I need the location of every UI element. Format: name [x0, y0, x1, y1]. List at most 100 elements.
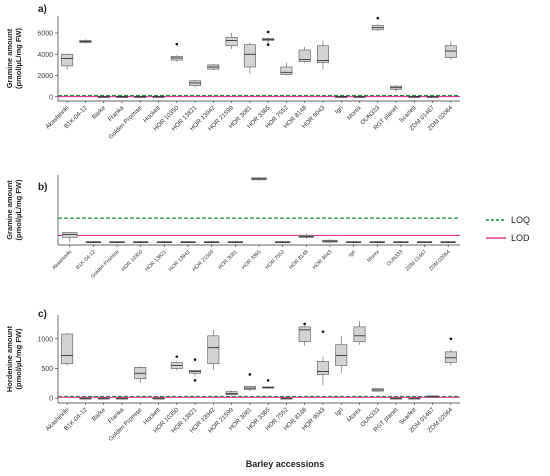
- x-tick-label: HOR 3365: [241, 249, 263, 271]
- box-hor-13821: [189, 358, 202, 382]
- outlier-point: [175, 42, 179, 46]
- box-golden-promise: [134, 96, 147, 98]
- box-morex: [353, 96, 366, 98]
- y-axis-label: Gramine amount: [5, 28, 14, 88]
- box-iqr: [298, 326, 311, 343]
- y-tick-label: 0: [49, 396, 53, 403]
- box-hor-9043: [322, 239, 338, 244]
- x-tick-label: Barke: [91, 406, 108, 423]
- panel-label: c): [38, 309, 47, 320]
- box-hor-3081: [243, 42, 256, 74]
- outlier-point: [376, 16, 380, 20]
- x-tick-label: HOR 13942: [168, 249, 192, 273]
- box-zdm-01467: [426, 395, 439, 398]
- box-iqr: [207, 335, 220, 365]
- x-tick-label: B1K-04-12: [75, 249, 97, 271]
- x-tick-label: Akashinriki: [51, 249, 73, 271]
- box-b1k-04-12: [85, 241, 102, 244]
- box-zdm-02064: [440, 241, 456, 244]
- outlier-point: [193, 379, 197, 382]
- box-zdm-01467: [416, 241, 433, 244]
- y-axis-label: Hordenine amount: [5, 325, 14, 392]
- box-scarlett: [408, 96, 421, 98]
- box-iqr: [61, 53, 74, 67]
- outlier-point: [321, 330, 325, 333]
- y-axis-label: (pmol/µL/mg FW): [14, 28, 23, 89]
- box-igri: [335, 96, 348, 98]
- x-tick-label: Igri: [334, 406, 345, 417]
- box-hor-13821: [189, 79, 202, 88]
- x-tick-label: Igri: [348, 249, 357, 258]
- outlier-point: [303, 322, 306, 326]
- box-hor-3365: [251, 176, 267, 181]
- outlier-point: [449, 337, 453, 341]
- box-hor-3081: [227, 241, 243, 244]
- box-hor-21599: [225, 390, 238, 396]
- box-hor-3365: [262, 379, 275, 389]
- outlier-point: [266, 43, 270, 46]
- box-hor-10350: [133, 241, 149, 244]
- y-tick-label: 0: [49, 94, 53, 101]
- x-tick-label: HOR 3081: [217, 249, 239, 271]
- box-barke: [97, 96, 110, 98]
- x-tick-label: ZDM 02064: [428, 249, 451, 272]
- box-morex: [369, 241, 385, 244]
- box-hor-13942: [207, 63, 220, 71]
- box-iqr: [62, 232, 78, 238]
- panel-label: b): [38, 182, 47, 193]
- box-hor-8148: [298, 233, 314, 239]
- panel-b: b) Gramine amount (pmol/µL/mg FW) Akashinri…: [5, 175, 460, 280]
- x-tick-label: OUN333: [386, 249, 405, 268]
- panel-a: a) Gramine amount (pmol/µL/mg FW) 0 2000 4000…: [5, 4, 460, 141]
- box-hor-9043: [316, 330, 329, 386]
- box-iqr: [225, 36, 238, 47]
- legend-loq-label: LOQ: [511, 215, 530, 225]
- x-tick-label: Barke: [91, 104, 108, 121]
- box-iqr: [444, 45, 457, 58]
- box-franka: [115, 96, 128, 98]
- legend-lod-label: LOD: [511, 233, 530, 243]
- box-zdm-01467: [426, 96, 439, 98]
- box-akashinriki: [61, 332, 74, 366]
- outlier-point: [175, 355, 179, 358]
- x-tick-label: HOR 8148: [288, 249, 310, 271]
- box-golden-promise: [109, 241, 125, 244]
- box-zdm-02064: [444, 41, 457, 60]
- outlier-point: [266, 30, 270, 34]
- y-axis-label: (pmol/µL/mg FW): [14, 328, 23, 389]
- box-hor-8148: [298, 322, 311, 346]
- box-hor-8148: [298, 46, 311, 63]
- x-tick-label: HOR 9043: [312, 249, 334, 271]
- box-hor-13942: [207, 329, 220, 370]
- box-b1k-04-12: [79, 39, 92, 44]
- box-iqr: [298, 49, 311, 62]
- outlier-point: [266, 379, 270, 382]
- y-tick-label: 4000: [37, 52, 53, 59]
- box-iqr: [243, 44, 256, 68]
- box-iqr: [280, 66, 293, 75]
- panel-c: c) Hordenine amount (pmol/µL/mg FW) 0 500 100…: [5, 309, 460, 443]
- box-b1k-04-12: [79, 397, 92, 400]
- box-hor-7552: [280, 62, 293, 76]
- box-hor-21599: [225, 33, 238, 49]
- box-oun333: [393, 241, 409, 244]
- box-franka: [115, 397, 128, 400]
- box-akashinriki: [61, 53, 74, 70]
- outlier-point: [248, 373, 252, 376]
- box-hor-7552: [275, 241, 291, 244]
- box-igri: [335, 335, 348, 374]
- box-golden-promise: [134, 366, 147, 383]
- x-tick-label: HOR 10350: [121, 249, 145, 273]
- x-tick-label: Golden Promise: [107, 406, 144, 443]
- box-iqr: [353, 326, 366, 343]
- x-tick-label: HOR 7552: [264, 249, 286, 271]
- box-hor-9043: [316, 40, 329, 70]
- box-hor-21599: [204, 241, 220, 244]
- box-hockett: [152, 397, 165, 400]
- box-igri: [345, 241, 362, 244]
- x-tick-label: Igri: [334, 104, 345, 115]
- legend: LOQ LOD: [486, 215, 530, 243]
- panel-label: a): [38, 4, 47, 15]
- y-axis-label: Gramine amount: [5, 180, 14, 240]
